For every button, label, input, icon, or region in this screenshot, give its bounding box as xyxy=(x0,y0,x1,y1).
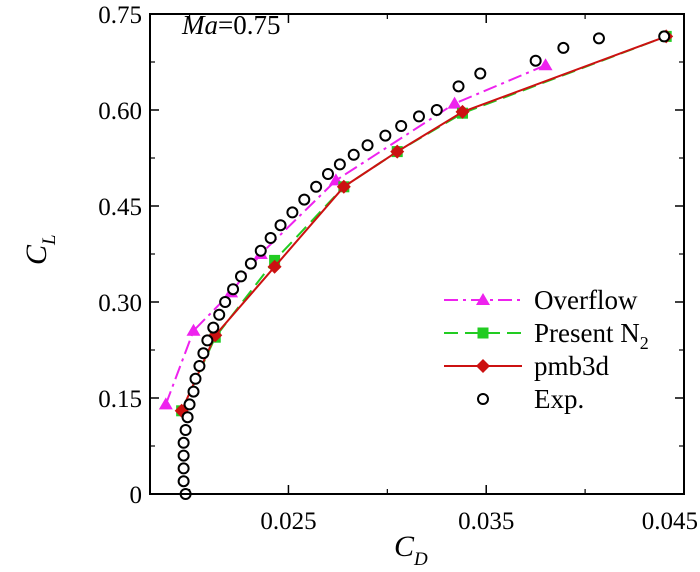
data-point-exp xyxy=(361,139,374,152)
data-point-pmb3d xyxy=(390,144,405,159)
y-tick-label: 0.75 xyxy=(98,2,142,29)
legend-label-pmb3d: pmb3d xyxy=(534,351,610,381)
y-tick-label: 0 xyxy=(130,482,143,509)
plot-frame xyxy=(149,13,685,495)
legend-label-exp: Exp. xyxy=(534,384,584,414)
data-point-exp xyxy=(557,41,570,54)
data-point-exp xyxy=(379,129,392,142)
data-point-exp xyxy=(274,219,287,232)
data-point-exp xyxy=(177,475,190,488)
series-line-overflow xyxy=(164,64,546,405)
x-axis-title: CD xyxy=(394,530,428,570)
annotation-var: Ma xyxy=(181,10,218,40)
annotation: Ma=0.75 xyxy=(181,10,280,40)
data-point-exp xyxy=(395,120,408,132)
legend-label-overflow: Overflow xyxy=(534,285,638,315)
data-point-overflow xyxy=(186,323,201,336)
x-axis-title-sub: D xyxy=(413,549,428,570)
data-point-exp xyxy=(298,193,311,206)
data-point-exp xyxy=(474,67,487,80)
y-axis-title: CL xyxy=(20,234,60,265)
series-layer xyxy=(158,29,674,500)
data-point-pmb3d xyxy=(455,104,470,119)
data-point-overflow xyxy=(538,58,553,71)
y-axis-title-main: C xyxy=(20,244,53,265)
data-point-exp xyxy=(347,148,360,161)
series-exp xyxy=(177,30,671,500)
x-axis-title-main: C xyxy=(394,530,415,563)
data-point-exp xyxy=(234,270,247,283)
y-tick-label: 0.60 xyxy=(98,98,142,125)
annotation-value: =0.75 xyxy=(218,10,280,40)
data-point-pmb3d xyxy=(336,179,351,194)
data-point-exp xyxy=(592,32,605,45)
legend-marker-overflow xyxy=(476,293,490,305)
data-point-exp xyxy=(193,360,206,372)
data-point-exp xyxy=(264,232,277,244)
data-point-exp xyxy=(207,321,220,334)
y-axis-title-sub: L xyxy=(39,234,60,246)
data-point-exp xyxy=(201,334,214,347)
data-point-overflow xyxy=(447,96,462,109)
data-point-overflow xyxy=(158,397,173,410)
data-point-exp xyxy=(187,385,200,398)
data-point-exp xyxy=(177,436,190,449)
data-point-exp xyxy=(181,411,194,424)
legend-label-subscript: 2 xyxy=(640,333,649,353)
legend-label-present-n: Present N2 xyxy=(534,318,649,353)
data-point-exp xyxy=(452,80,465,93)
x-tick-label: 0.025 xyxy=(260,508,316,535)
data-point-exp xyxy=(333,158,346,171)
data-point-exp xyxy=(219,296,232,308)
y-tick-label: 0.15 xyxy=(98,386,142,413)
data-point-exp xyxy=(412,110,425,123)
x-tick-label: 0.045 xyxy=(642,508,698,535)
data-point-exp xyxy=(322,168,334,180)
data-point-exp xyxy=(529,54,542,67)
legend-marker-exp xyxy=(477,393,489,405)
data-point-exp xyxy=(430,104,443,116)
data-point-exp xyxy=(244,257,257,270)
data-point-exp xyxy=(197,347,210,360)
data-point-exp xyxy=(213,308,226,321)
data-point-exp xyxy=(179,424,192,436)
data-point-pmb3d xyxy=(267,259,282,274)
ticks-layer: 0 0.15 0.30 0.45 0.60 0.75 0.025 0.035 0.045 xyxy=(98,2,698,535)
data-point-exp xyxy=(658,30,671,43)
data-point-exp xyxy=(227,283,240,296)
data-point-exp xyxy=(177,449,190,462)
data-point-exp xyxy=(189,372,202,385)
legend-marker-present-n xyxy=(477,327,489,339)
legend-marker-pmb3d xyxy=(476,359,490,373)
y-tick-label: 0.45 xyxy=(98,194,142,221)
data-point-exp xyxy=(254,244,267,257)
x-tick-label: 0.035 xyxy=(458,508,514,535)
data-point-exp xyxy=(310,180,323,193)
data-point-exp xyxy=(183,398,196,411)
series-overflow xyxy=(158,58,553,410)
data-point-exp xyxy=(286,206,299,219)
y-tick-label: 0.30 xyxy=(98,290,142,317)
data-point-exp xyxy=(177,462,190,475)
